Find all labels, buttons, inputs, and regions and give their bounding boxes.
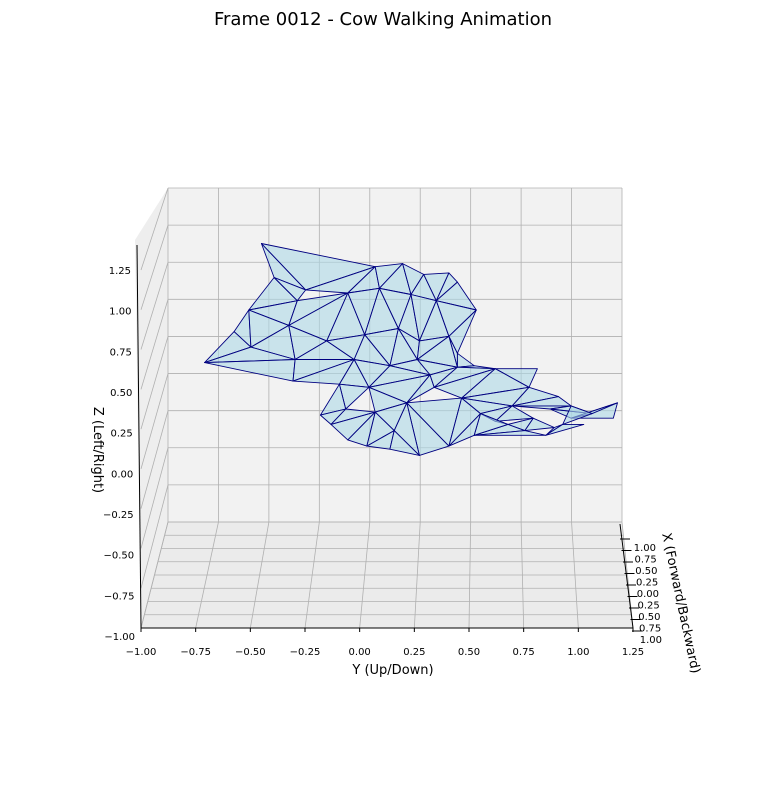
z-tick-label: −1.00 <box>104 632 135 643</box>
x-tick-label: 0.25 <box>637 601 659 612</box>
y-tick-label: 0.00 <box>349 647 371 658</box>
y-tick-label: −0.75 <box>180 647 211 658</box>
grid-line-side <box>140 484 169 589</box>
x-axis-line <box>619 523 634 629</box>
x-tick-label: 0.50 <box>635 566 657 577</box>
grid-line-side <box>140 187 169 271</box>
z-tick-label: −0.50 <box>103 551 134 562</box>
grid-line-side <box>140 262 169 350</box>
x-tick-label: 0.25 <box>636 578 658 589</box>
z-tick-label: −0.75 <box>104 591 135 602</box>
grid-lines <box>140 187 634 629</box>
y-tick-label: −1.00 <box>126 647 157 658</box>
y-axis-label: Y (Up/Down) <box>351 663 433 678</box>
x-tick-label: 0.75 <box>639 624 661 635</box>
mesh-face <box>448 397 481 447</box>
x-tick-label: 0.00 <box>637 589 659 600</box>
mesh-face <box>494 405 534 422</box>
z-tick-label: 0.50 <box>110 388 132 399</box>
chart-title: Frame 0012 - Cow Walking Animation <box>214 9 552 30</box>
mesh-face <box>347 411 376 447</box>
mesh-face <box>273 277 307 302</box>
y-tick-label: 0.25 <box>403 647 425 658</box>
y-tick-label: −0.25 <box>290 647 321 658</box>
y-tick-label: −0.50 <box>235 647 266 658</box>
mesh-face <box>473 430 547 436</box>
grid-line-side <box>140 336 169 430</box>
mesh-face <box>545 423 585 436</box>
z-tick-label: 0.00 <box>111 469 133 480</box>
x-tick-label: 0.75 <box>634 555 656 566</box>
x-axis-label: X (Forward/Backward) <box>658 532 702 675</box>
mesh-face <box>389 430 420 456</box>
y-tick-label: 1.25 <box>622 647 644 658</box>
y-tick-label: 1.00 <box>567 647 589 658</box>
z-tick-label: 0.25 <box>111 429 133 440</box>
x-tick-label: 0.50 <box>638 612 660 623</box>
y-tick-label: 0.75 <box>513 647 535 658</box>
mesh-face <box>562 405 593 425</box>
y-tick-label: 0.50 <box>458 647 480 658</box>
z-tick-label: 1.25 <box>109 266 131 277</box>
grid-line-side <box>140 299 169 390</box>
grid-line-side <box>140 410 169 509</box>
z-axis-label: Z (Left/Right) <box>90 407 105 493</box>
grid-line-side <box>140 447 169 549</box>
x-tick-label: 1.00 <box>634 543 656 554</box>
z-tick-label: 1.00 <box>109 307 131 318</box>
grid-line-side <box>140 224 169 310</box>
grid-line-side <box>140 373 169 469</box>
tick-labels: −1.00 −0.75 −0.50 −0.25 0.00 0.25 0.50 0.75 1.00… <box>103 266 662 658</box>
z-tick-label: −0.25 <box>103 510 134 521</box>
x-tick-label: 1.00 <box>640 635 662 646</box>
axis-lines <box>136 244 634 629</box>
cow-mesh <box>204 243 618 456</box>
z-axis-line <box>136 244 142 629</box>
z-tick-label: 0.75 <box>110 347 132 358</box>
